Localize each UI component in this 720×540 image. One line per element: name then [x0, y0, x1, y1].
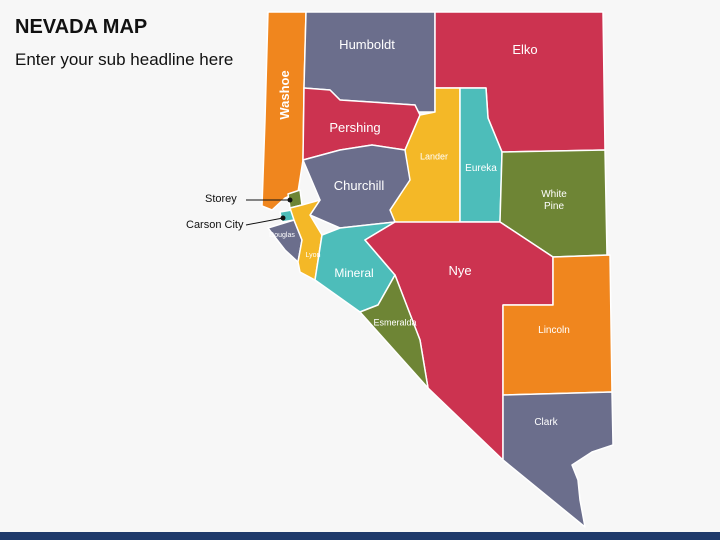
- county-label: Lander: [419, 151, 449, 162]
- callout-label: Storey: [205, 193, 237, 205]
- county-label: Nye: [448, 263, 472, 279]
- esmeralda: [359, 274, 429, 389]
- callout-dot: [287, 197, 293, 203]
- title: NEVADA MAP: [15, 16, 148, 38]
- footer-bar: [0, 532, 720, 540]
- county-label: Eureka: [465, 163, 497, 174]
- callout-dot: [280, 215, 286, 221]
- county-label: Washoe: [277, 70, 293, 120]
- county-label: Douglas: [269, 231, 295, 239]
- county-label: Lincoln: [538, 325, 570, 336]
- subtitle: Enter your sub headline here: [15, 50, 234, 69]
- county-label: Elko: [512, 42, 538, 58]
- county-label: White Pine: [541, 189, 567, 212]
- county-label: Clark: [534, 417, 558, 428]
- callout-line: [245, 217, 284, 226]
- callout-label: Carson City: [186, 219, 244, 231]
- county-label: Mineral: [334, 265, 374, 280]
- county-label: Churchill: [333, 178, 385, 194]
- county-label: Humboldt: [339, 37, 395, 53]
- county-label: Esmeralda: [373, 317, 417, 328]
- county-label: Lyon: [305, 251, 321, 259]
- county-label: Pershing: [329, 120, 381, 136]
- clark: [502, 391, 614, 528]
